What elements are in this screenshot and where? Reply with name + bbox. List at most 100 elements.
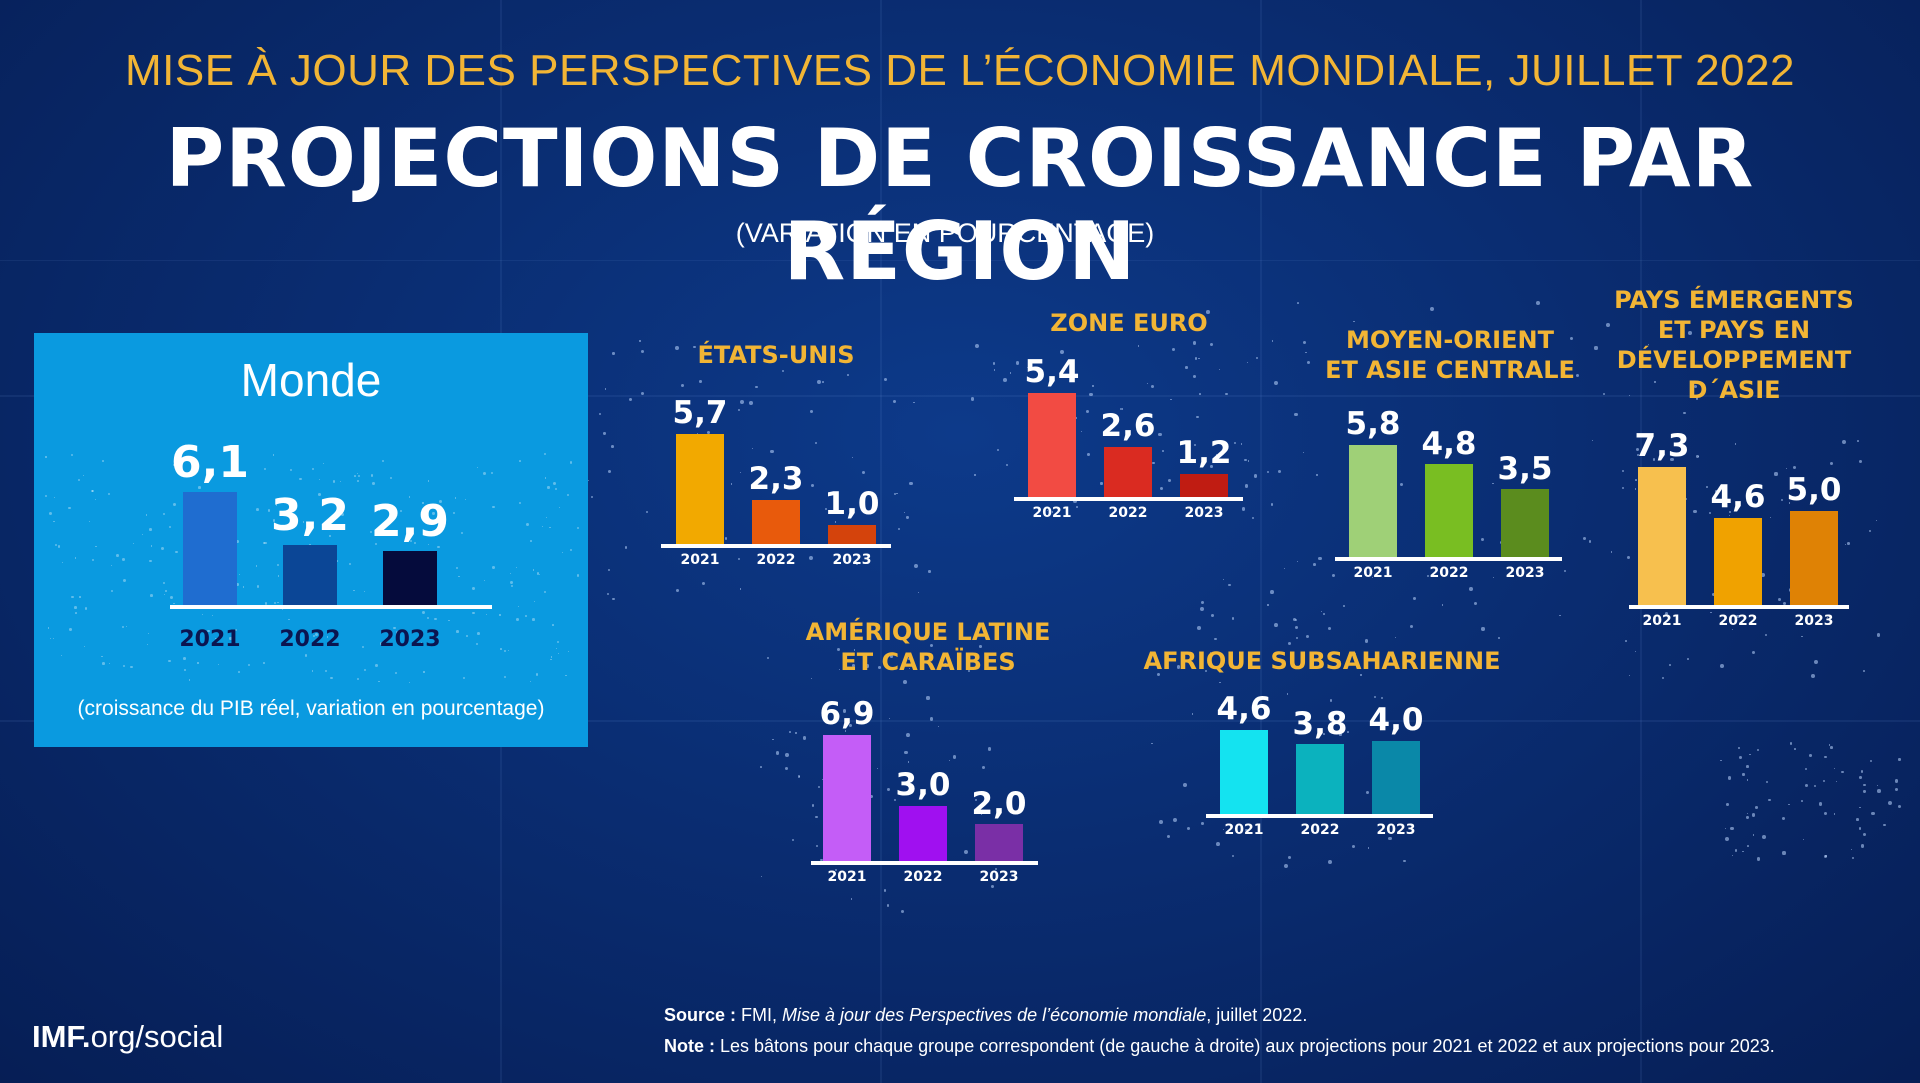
map-dot <box>133 543 135 545</box>
map-dot <box>370 474 374 478</box>
map-dot <box>339 481 341 483</box>
map-dot <box>1621 470 1624 473</box>
value-label: 4,0 <box>1368 702 1424 739</box>
year-label: 2022 <box>1108 505 1148 521</box>
map-dot <box>1089 392 1093 397</box>
map-dot <box>926 696 930 700</box>
imf-social-link[interactable]: IMF.org/social <box>32 1019 223 1055</box>
map-dot <box>510 581 514 585</box>
map-dot <box>550 656 552 658</box>
bar-2023 <box>383 551 437 605</box>
map-dot <box>1774 472 1778 476</box>
map-dot <box>311 467 315 471</box>
map-dot <box>565 674 568 677</box>
map-dot <box>1818 802 1823 806</box>
map-dot <box>987 747 992 751</box>
map-dot <box>1535 301 1540 305</box>
map-dot <box>1745 765 1749 768</box>
map-dot <box>483 579 485 582</box>
map-dot <box>844 729 847 732</box>
map-dot <box>353 475 356 478</box>
map-dot <box>1747 812 1749 814</box>
brand-bold: IMF. <box>32 1019 91 1054</box>
map-dot <box>1888 801 1893 806</box>
map-dot <box>1846 541 1850 545</box>
map-dot <box>1858 827 1862 830</box>
map-dot <box>1307 360 1311 364</box>
map-dot <box>276 563 280 566</box>
map-dot <box>326 635 329 638</box>
map-dot <box>382 460 385 463</box>
map-dot <box>426 616 430 619</box>
grid-line <box>0 720 1920 722</box>
map-dot <box>934 878 937 880</box>
map-dot <box>91 490 94 493</box>
map-dot <box>1403 859 1406 863</box>
map-dot <box>263 468 266 471</box>
map-dot <box>447 619 450 622</box>
map-dot <box>54 543 58 546</box>
map-dot <box>681 384 685 388</box>
map-dot <box>95 545 97 548</box>
map-dot <box>795 732 797 734</box>
map-dot <box>852 664 856 668</box>
map-dot <box>974 474 976 476</box>
map-dot <box>821 779 823 781</box>
map-dot <box>47 627 50 629</box>
map-dot <box>1621 486 1625 489</box>
map-dot <box>1736 615 1740 619</box>
map-dot <box>566 493 569 497</box>
map-dot <box>611 444 614 448</box>
map-dot <box>772 738 774 741</box>
map-dot <box>818 786 821 789</box>
map-dot <box>1158 432 1163 437</box>
map-dot <box>1841 770 1844 774</box>
value-label: 5,4 <box>1024 354 1080 391</box>
map-dot <box>529 681 531 683</box>
map-dot <box>698 379 702 383</box>
map-dot <box>996 448 1000 452</box>
map-dot <box>172 464 175 467</box>
map-dot <box>1742 850 1745 853</box>
map-dot <box>1267 470 1270 473</box>
map-dot <box>243 586 245 588</box>
map-dot <box>1347 730 1350 733</box>
map-dot <box>1176 665 1181 669</box>
chart-title: ÉTATS-UNIS <box>697 341 855 369</box>
map-dot <box>107 492 110 496</box>
map-dot <box>1388 836 1392 841</box>
map-dot <box>1173 817 1178 822</box>
map-dot <box>791 838 795 842</box>
map-dot <box>1219 368 1221 371</box>
map-dot <box>1685 497 1688 500</box>
map-dot <box>1695 397 1699 400</box>
map-dot <box>1075 417 1077 419</box>
map-dot <box>267 509 271 512</box>
map-dot <box>1366 349 1368 351</box>
map-dot <box>979 645 982 649</box>
map-dot <box>820 858 823 862</box>
map-dot <box>1895 779 1899 783</box>
map-dot <box>1569 336 1573 340</box>
map-dot <box>272 519 275 522</box>
map-dot <box>1204 669 1207 672</box>
bar-2023 <box>1501 489 1549 557</box>
map-dot <box>71 453 74 456</box>
map-dot <box>52 637 54 639</box>
map-dot <box>1085 409 1090 414</box>
bar-2023 <box>1790 510 1838 605</box>
map-dot <box>235 628 238 631</box>
grid-line <box>880 0 882 1083</box>
map-dot <box>1492 576 1495 578</box>
map-dot <box>61 562 64 564</box>
map-dot <box>318 478 321 481</box>
map-dot <box>70 595 74 599</box>
map-dot <box>197 662 199 664</box>
map-dot <box>1221 703 1225 707</box>
map-dot <box>1051 510 1054 513</box>
map-dot <box>465 498 467 500</box>
map-dot <box>539 573 541 576</box>
map-dot <box>1591 439 1593 441</box>
map-dot <box>893 798 896 801</box>
map-dot <box>1146 382 1148 385</box>
